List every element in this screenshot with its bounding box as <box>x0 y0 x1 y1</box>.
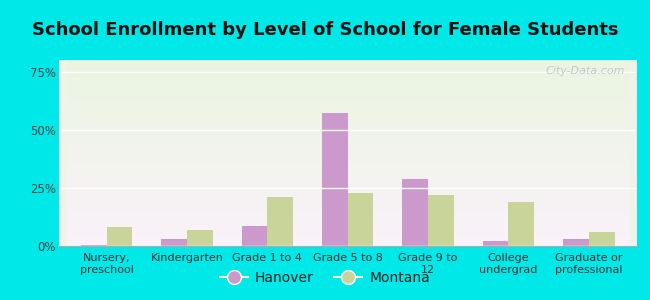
Bar <box>161 239 187 246</box>
Text: City-Data.com: City-Data.com <box>546 66 625 76</box>
Bar <box>483 241 508 246</box>
Bar <box>267 197 293 246</box>
Bar <box>107 227 133 246</box>
Bar <box>402 178 428 246</box>
Text: School Enrollment by Level of School for Female Students: School Enrollment by Level of School for… <box>32 21 618 39</box>
Bar <box>187 230 213 246</box>
Legend: Hanover, Montana: Hanover, Montana <box>214 265 436 290</box>
Bar <box>428 195 454 246</box>
Bar <box>508 202 534 246</box>
Bar <box>322 113 348 246</box>
Bar <box>81 245 107 246</box>
Bar <box>348 193 374 246</box>
Bar <box>589 232 614 246</box>
Bar <box>563 239 589 246</box>
Bar <box>242 226 267 246</box>
